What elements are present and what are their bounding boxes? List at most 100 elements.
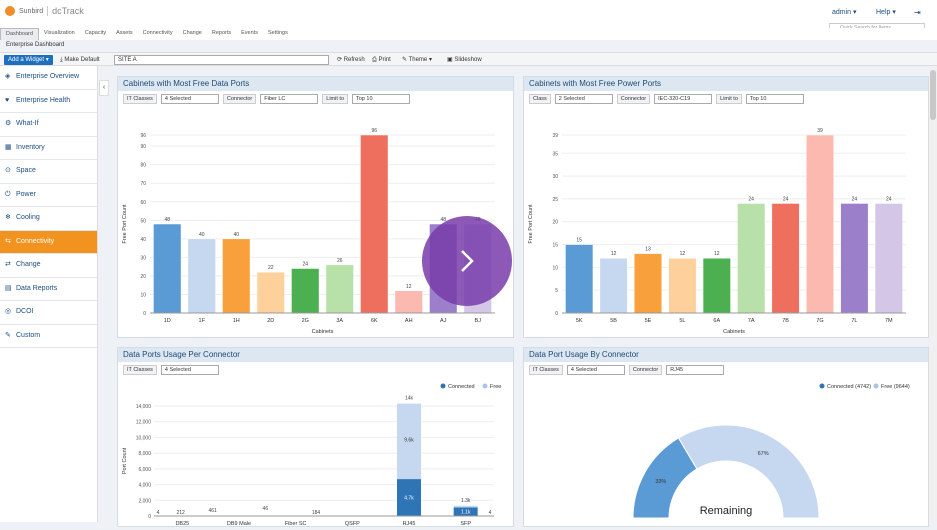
nav-tab-events[interactable]: Events <box>241 30 258 36</box>
connector-select[interactable]: IEC-320-C19 <box>654 94 713 104</box>
sidebar-item-label: Data Reports <box>16 284 58 292</box>
data-label: 39 <box>817 128 823 134</box>
slideshow-label: Slideshow <box>454 57 482 63</box>
nav-tab-connectivity[interactable]: Connectivity <box>142 30 173 36</box>
y-tick-label: 70 <box>140 181 146 187</box>
sidebar-item-connectivity[interactable]: ⇆ Connectivity <box>0 230 97 254</box>
data-label: 48 <box>440 217 446 223</box>
bar <box>771 203 800 314</box>
scrollbar[interactable] <box>929 66 937 522</box>
sidebar-icon: ▤ <box>5 284 12 292</box>
x-axis-label: Cabinets <box>723 329 745 335</box>
theme-button[interactable]: ✎ Theme ▾ <box>402 57 432 63</box>
panel-title: Data Port Usage By Connector <box>524 348 928 362</box>
data-label: 40 <box>199 232 205 238</box>
it-classes-select[interactable]: 4 Selected <box>160 365 219 375</box>
sidebar-item-change[interactable]: ⇄ Change <box>0 254 97 278</box>
add-widget-button[interactable]: Add a Widget ▾ <box>4 55 53 65</box>
legend-free: Free (9644) <box>881 384 910 390</box>
refresh-button[interactable]: ⟳ Refresh <box>337 57 365 63</box>
connector-select[interactable]: RJ45 <box>666 365 725 375</box>
bar <box>394 290 423 314</box>
sidebar-item-space[interactable]: ⊙ Space <box>0 160 97 184</box>
y-tick-label: 50 <box>140 218 146 224</box>
nav-tab-change[interactable]: Change <box>182 30 202 36</box>
y-axis-label: Port Count <box>122 447 128 474</box>
data-label: 212 <box>176 510 185 516</box>
sidebar-item-cooling[interactable]: ❄ Cooling <box>0 207 97 231</box>
product-name: dcTrack <box>47 6 84 16</box>
nav-tab-visualization[interactable]: Visualization <box>43 30 75 36</box>
connector-select[interactable]: Fiber LC <box>260 94 319 104</box>
nav-tab-reports[interactable]: Reports <box>211 30 232 36</box>
filter-label: IT Classes <box>123 365 157 375</box>
x-tick-label: 7M <box>885 318 893 324</box>
y-tick-label: 80 <box>140 163 146 169</box>
sunbird-logo-icon <box>5 6 15 16</box>
bar-free <box>397 403 421 480</box>
it-classes-select[interactable]: 4 Selected <box>160 94 219 104</box>
data-label: 12 <box>714 251 720 257</box>
bar <box>702 257 731 314</box>
data-label: 1.3k <box>461 498 471 504</box>
sidebar-item-label: Custom <box>16 331 41 339</box>
free-power-ports-chart: 0 5 10 15 20 25 30 35 39 Free Port Count Cabinets 1… <box>528 128 906 335</box>
legend-connected: Connected <box>448 384 475 390</box>
scrollbar-thumb[interactable] <box>930 70 936 120</box>
gauge-center-label: Remaining <box>700 505 753 517</box>
sidebar-item-enterprise-overview[interactable]: ◈ Enterprise Overview <box>0 66 97 90</box>
make-default-button[interactable]: ⤓ Make Default <box>60 57 100 63</box>
y-tick-label: 5 <box>555 288 558 294</box>
limit-select[interactable]: Top 10 <box>352 94 411 104</box>
sidebar-item-label: Enterprise Overview <box>16 73 80 81</box>
slideshow-button[interactable]: ▣ Slideshow <box>447 57 482 63</box>
y-tick-label: 0 <box>143 311 146 317</box>
sidebar-icon: ✎ <box>5 331 11 339</box>
y-tick-label: 10,000 <box>136 435 152 441</box>
sidebar-item-label: What-If <box>16 120 39 128</box>
help-menu[interactable]: Help ▾ <box>876 9 896 16</box>
data-label: 26 <box>337 258 343 264</box>
gauge-slice <box>677 424 820 519</box>
site-select[interactable]: SITE A <box>114 55 329 65</box>
y-tick-label: 40 <box>140 237 146 243</box>
sidebar-item-data-reports[interactable]: ▤ Data Reports <box>0 278 97 301</box>
sidebar-item-power[interactable]: ⏻ Power <box>0 184 97 207</box>
sidebar-item-enterprise-health[interactable]: ♥ Enterprise Health <box>0 90 97 113</box>
x-tick-label: 1F <box>199 318 206 324</box>
play-video-button[interactable] <box>422 216 512 306</box>
y-tick-label: 39 <box>552 133 558 139</box>
y-tick-label: 2,000 <box>138 498 151 504</box>
bar-free <box>453 505 478 508</box>
x-tick-label: 5B <box>610 318 617 324</box>
collapse-sidebar-icon[interactable]: ‹ <box>99 80 109 96</box>
filter-label: Connector <box>628 365 663 375</box>
nav-tab-settings[interactable]: Settings <box>267 30 288 36</box>
print-button[interactable]: ⎙ Print <box>372 57 391 63</box>
nav-tab-assets[interactable]: Assets <box>116 30 133 36</box>
bar <box>874 203 903 314</box>
x-tick-label: 6K <box>371 318 378 324</box>
sidebar-item-dcoi[interactable]: ◎ DCOI <box>0 301 97 325</box>
y-tick-label: 20 <box>552 220 558 226</box>
class-select[interactable]: 2 Selected <box>554 94 613 104</box>
it-classes-select[interactable]: 4 Selected <box>566 365 625 375</box>
sidebar-item-label: Space <box>16 167 36 175</box>
limit-select[interactable]: Top 10 <box>745 94 804 104</box>
nav-tab-capacity[interactable]: Capacity <box>84 30 107 36</box>
nav-tab-dashboard[interactable]: Dashboard <box>0 28 39 40</box>
logout-icon[interactable]: ⇥ <box>914 8 921 17</box>
sidebar-item-label: DCOI <box>16 308 34 316</box>
legend-connected-swatch <box>819 383 825 389</box>
y-tick-label: 30 <box>140 255 146 261</box>
sidebar-item-what-if[interactable]: ⚙ What-If <box>0 113 97 137</box>
data-label: 4 <box>489 510 492 516</box>
x-tick-label: AJ <box>440 318 447 324</box>
bar <box>153 223 182 314</box>
user-menu[interactable]: admin ▾ <box>832 9 857 16</box>
sidebar-item-inventory[interactable]: ▦ Inventory <box>0 137 97 160</box>
data-label: 46 <box>263 506 269 512</box>
x-tick-label: 5L <box>679 318 685 324</box>
chevron-right-icon <box>461 250 474 272</box>
sidebar-item-custom[interactable]: ✎ Custom <box>0 325 97 348</box>
